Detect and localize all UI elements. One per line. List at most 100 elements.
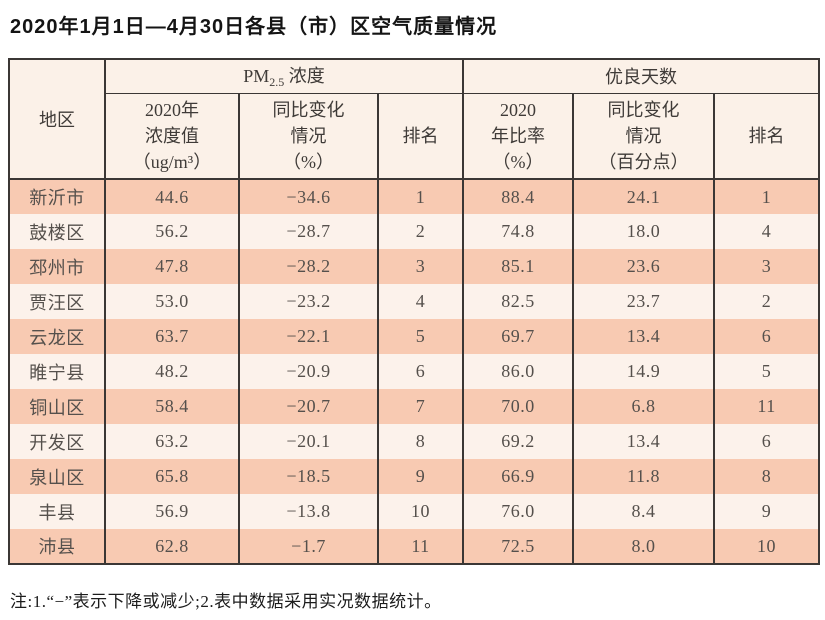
good-rate-column-header: 2020 年比率 （%） <box>462 93 575 180</box>
pm25-label-prefix: PM <box>243 66 270 87</box>
good-rate-cell: 72.5 <box>462 529 575 564</box>
pm-change-cell: −20.9 <box>238 354 379 389</box>
pm-rank-column-header: 排名 <box>376 93 465 180</box>
good-change-cell: 6.8 <box>572 389 716 424</box>
good-rate-cell: 82.5 <box>462 284 575 319</box>
table-row: 睢宁县 48.2 −20.9 6 86.0 14.9 5 <box>8 354 821 389</box>
table-row: 丰县 56.9 −13.8 10 76.0 8.4 9 <box>8 494 821 529</box>
pm-value-cell: 63.2 <box>104 424 240 459</box>
region-header-label: 地区 <box>39 110 75 130</box>
pm-rank-cell: 10 <box>376 494 465 529</box>
pm-value-cell: 53.0 <box>104 284 240 319</box>
region-cell: 沛县 <box>8 529 106 564</box>
pm-change-cell: −22.1 <box>238 319 379 354</box>
good-days-group-header: 优良天数 <box>462 59 821 94</box>
region-cell: 贾汪区 <box>8 284 106 319</box>
pm-change-cell: −28.2 <box>238 249 379 284</box>
good-rank-cell: 5 <box>713 354 821 389</box>
pm-value-cell: 48.2 <box>104 354 240 389</box>
good-rank-column-header: 排名 <box>713 93 821 180</box>
good-rank-cell: 9 <box>713 494 821 529</box>
air-quality-table: 地区 PM2.5 浓度 优良天数 2020年 浓度值 （ug/m³） 同比变化 … <box>8 58 821 565</box>
good-change-cell: 13.4 <box>572 319 716 354</box>
good-rate-cell: 66.9 <box>462 459 575 494</box>
good-rate-cell: 85.1 <box>462 249 575 284</box>
footnote: 注:1.“−”表示下降或减少;2.表中数据采用实况数据统计。 <box>10 592 442 611</box>
good-change-cell: 14.9 <box>572 354 716 389</box>
pm-change-cell: −20.7 <box>238 389 379 424</box>
good-rank-cell: 6 <box>713 424 821 459</box>
good-change-cell: 18.0 <box>572 214 716 249</box>
pm-change-cell: −28.7 <box>238 214 379 249</box>
region-cell: 睢宁县 <box>8 354 106 389</box>
good-rate-cell: 74.8 <box>462 214 575 249</box>
pm-value-cell: 65.8 <box>104 459 240 494</box>
table-row: 鼓楼区 56.2 −28.7 2 74.8 18.0 4 <box>8 214 821 249</box>
pm-rank-cell: 7 <box>376 389 465 424</box>
good-rank-cell: 11 <box>713 389 821 424</box>
pm-rank-cell: 1 <box>376 179 465 214</box>
pm25-label-subscript: 2.5 <box>269 75 285 90</box>
region-cell: 丰县 <box>8 494 106 529</box>
table-row: 泉山区 65.8 −18.5 9 66.9 11.8 8 <box>8 459 821 494</box>
table-row: 开发区 63.2 −20.1 8 69.2 13.4 6 <box>8 424 821 459</box>
good-change-cell: 23.6 <box>572 249 716 284</box>
pm25-group-header: PM2.5 浓度 <box>103 59 465 94</box>
good-change-cell: 13.4 <box>572 424 716 459</box>
region-cell: 铜山区 <box>8 389 106 424</box>
good-rank-cell: 2 <box>713 284 821 319</box>
good-change-column-header: 同比变化 情况 （百分点） <box>572 93 716 180</box>
good-rate-cell: 88.4 <box>462 179 575 214</box>
pm-change-cell: −13.8 <box>238 494 379 529</box>
good-rate-cell: 86.0 <box>462 354 575 389</box>
table-row: 沛县 62.8 −1.7 11 72.5 8.0 10 <box>8 529 821 564</box>
pm-value-cell: 56.2 <box>104 214 240 249</box>
pm-value-cell: 47.8 <box>104 249 240 284</box>
table-row: 贾汪区 53.0 −23.2 4 82.5 23.7 2 <box>8 284 821 319</box>
good-rate-cell: 69.2 <box>462 424 575 459</box>
region-cell: 邳州市 <box>8 249 106 284</box>
pm-rank-cell: 4 <box>376 284 465 319</box>
pm-value-cell: 56.9 <box>104 494 240 529</box>
good-rank-cell: 8 <box>713 459 821 494</box>
pm-value-column-header: 2020年 浓度值 （ug/m³） <box>104 93 240 180</box>
pm-rank-cell: 6 <box>376 354 465 389</box>
pm-change-cell: −20.1 <box>238 424 379 459</box>
pm-change-column-header: 同比变化 情况 （%） <box>238 93 379 180</box>
pm-rank-cell: 9 <box>376 459 465 494</box>
pm-rank-cell: 8 <box>376 424 465 459</box>
good-rank-cell: 3 <box>713 249 821 284</box>
region-column-header: 地区 <box>8 59 106 180</box>
table-row: 云龙区 63.7 −22.1 5 69.7 13.4 6 <box>8 319 821 354</box>
good-rank-cell: 10 <box>713 529 821 564</box>
region-cell: 云龙区 <box>8 319 106 354</box>
good-rank-cell: 6 <box>713 319 821 354</box>
page-title: 2020年1月1日—4月30日各县（市）区空气质量情况 <box>10 16 498 38</box>
region-cell: 新沂市 <box>8 179 106 214</box>
pm-change-cell: −1.7 <box>238 529 379 564</box>
group-header-row: 地区 PM2.5 浓度 优良天数 <box>8 59 821 180</box>
good-rank-cell: 1 <box>713 179 821 214</box>
good-rate-cell: 70.0 <box>462 389 575 424</box>
good-rate-cell: 76.0 <box>462 494 575 529</box>
table-row: 新沂市 44.6 −34.6 1 88.4 24.1 1 <box>8 179 821 214</box>
good-change-cell: 24.1 <box>572 179 716 214</box>
pm-value-cell: 58.4 <box>104 389 240 424</box>
pm-rank-cell: 11 <box>376 529 465 564</box>
region-cell: 开发区 <box>8 424 106 459</box>
good-change-cell: 8.4 <box>572 494 716 529</box>
pm-rank-cell: 5 <box>376 319 465 354</box>
sub-header-row: 2020年 浓度值 （ug/m³） 同比变化 情况 （%） 排名 2020 年比… <box>9 93 821 180</box>
good-change-cell: 11.8 <box>572 459 716 494</box>
good-change-cell: 8.0 <box>572 529 716 564</box>
good-change-cell: 23.7 <box>572 284 716 319</box>
pm-value-cell: 63.7 <box>104 319 240 354</box>
pm-change-cell: −18.5 <box>238 459 379 494</box>
pm-rank-cell: 2 <box>376 214 465 249</box>
table-row: 铜山区 58.4 −20.7 7 70.0 6.8 11 <box>8 389 821 424</box>
good-rank-cell: 4 <box>713 214 821 249</box>
region-cell: 鼓楼区 <box>8 214 106 249</box>
pm25-label-suffix: 浓度 <box>284 66 325 87</box>
pm-change-cell: −23.2 <box>238 284 379 319</box>
